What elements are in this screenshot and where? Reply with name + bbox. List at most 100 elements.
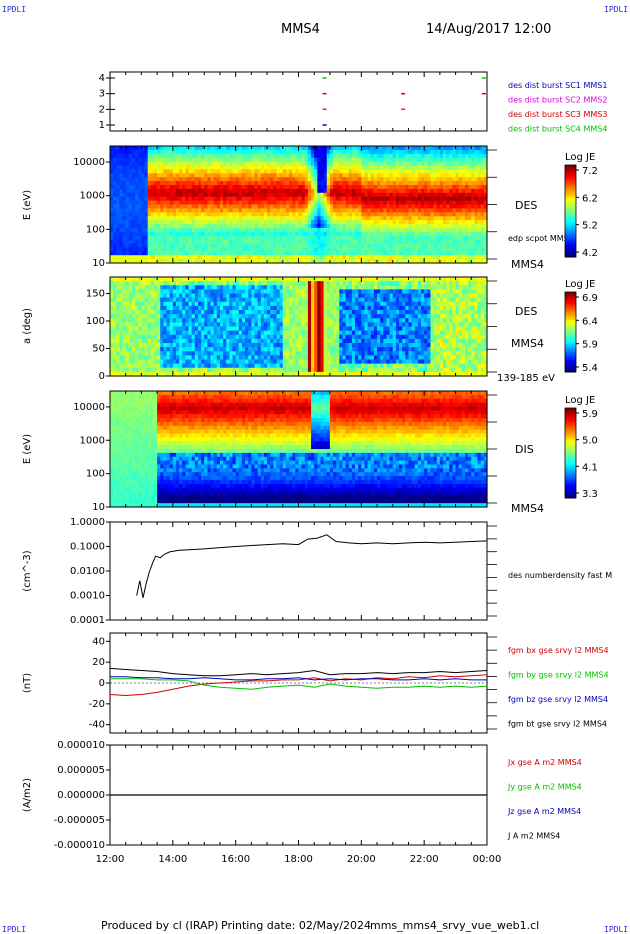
heatmap-cell — [160, 239, 165, 245]
heatmap-cell — [147, 314, 152, 319]
heatmap-cell — [201, 359, 205, 365]
heatmap-cell — [263, 200, 268, 206]
heatmap-cell — [477, 224, 482, 229]
heatmap-cell — [260, 153, 265, 159]
heatmap-cell — [144, 153, 149, 159]
heatmap-cell — [342, 165, 347, 170]
heatmap-cell — [201, 181, 205, 186]
corner-label-bottom-right: IPDLI — [604, 925, 629, 934]
heatmap-cell — [207, 310, 212, 315]
heatmap-cell — [229, 165, 234, 170]
heatmap-cell — [430, 149, 435, 155]
heatmap-cell — [292, 239, 296, 245]
heatmap-cell — [408, 227, 413, 233]
heatmap-cell — [408, 153, 413, 159]
heatmap-cell — [465, 149, 469, 155]
heatmap-cell — [480, 153, 485, 159]
heatmap-cell — [452, 153, 457, 159]
heatmap-cell — [411, 173, 416, 178]
colorbar-cell — [565, 211, 576, 214]
heatmap-cell — [201, 173, 205, 178]
heatmap-cell — [232, 255, 237, 260]
heatmap-cell — [373, 212, 378, 217]
heatmap-cell — [219, 255, 224, 260]
heatmap-cell — [131, 285, 136, 290]
heatmap-cell — [480, 192, 485, 198]
heatmap-cell — [204, 181, 208, 186]
heatmap-cell — [229, 192, 234, 198]
heatmap-cell — [175, 192, 180, 198]
heatmap-cell — [182, 146, 186, 151]
heatmap-cell — [122, 277, 127, 282]
heatmap-cell — [364, 208, 369, 213]
heatmap-cell — [392, 200, 397, 206]
heatmap-cell — [282, 224, 287, 229]
heatmap-cell — [282, 220, 287, 225]
heatmap-cell — [329, 153, 334, 159]
heatmap-cell — [201, 146, 205, 151]
heatmap-cell — [235, 314, 240, 319]
heatmap-cell — [339, 161, 344, 167]
heatmap-cell — [157, 289, 161, 295]
heatmap-cell — [223, 301, 227, 307]
heatmap-cell — [336, 181, 340, 186]
heatmap-cell — [153, 301, 158, 307]
heatmap-cell — [427, 185, 432, 190]
heatmap-cell — [414, 243, 419, 248]
heatmap-cell — [144, 247, 149, 252]
heatmap-cell — [370, 247, 375, 252]
heatmap-cell — [232, 293, 237, 299]
heatmap-cell — [370, 208, 375, 213]
heatmap-cell — [361, 220, 366, 225]
heatmap-cell — [436, 169, 441, 174]
heatmap-cell — [191, 247, 196, 252]
heatmap-cell — [455, 255, 460, 260]
heatmap-cell — [163, 165, 168, 170]
heatmap-cell — [474, 153, 479, 159]
heatmap-cell — [373, 169, 378, 174]
heatmap-cell — [377, 149, 381, 155]
colorbar-cell — [565, 252, 576, 256]
heatmap-cell — [235, 347, 240, 352]
heatmap-cell — [197, 281, 202, 286]
heatmap-cell — [292, 157, 296, 163]
heatmap-cell — [386, 231, 391, 237]
heatmap-cell — [414, 259, 419, 264]
heatmap-cell — [458, 208, 463, 213]
heatmap-cell — [172, 153, 177, 159]
heatmap-cell — [424, 177, 428, 182]
heatmap-cell — [210, 322, 215, 328]
heatmap-cell — [307, 188, 312, 194]
heatmap-cell — [210, 216, 215, 221]
heatmap-cell — [172, 216, 177, 221]
heatmap-cell — [477, 188, 482, 194]
heatmap-cell — [122, 305, 127, 311]
heatmap-cell — [153, 371, 158, 377]
heatmap-cell — [405, 216, 410, 221]
heatmap-cell — [232, 165, 237, 170]
heatmap-cell — [424, 220, 428, 225]
heatmap-cell — [329, 185, 334, 190]
heatmap-cell — [380, 208, 384, 213]
heatmap-cell — [383, 235, 388, 241]
heatmap-cell — [380, 157, 384, 163]
heatmap-cell — [295, 181, 300, 186]
heatmap-cell — [273, 177, 278, 182]
heatmap-cell — [452, 200, 457, 206]
heatmap-cell — [194, 285, 199, 290]
heatmap-cell — [392, 239, 397, 245]
heatmap-cell — [229, 181, 234, 186]
heatmap-cell — [150, 192, 155, 198]
heatmap-cell — [323, 247, 328, 252]
heatmap-cell — [226, 239, 230, 245]
heatmap-cell — [383, 224, 388, 229]
heatmap-cell — [480, 185, 485, 190]
heatmap-cell — [433, 177, 438, 182]
heatmap-cell — [257, 161, 262, 167]
heatmap-cell — [122, 259, 127, 264]
heatmap-cell — [461, 251, 466, 256]
heatmap-cell — [279, 243, 284, 248]
heatmap-cell — [307, 200, 312, 206]
heatmap-cell — [289, 165, 293, 170]
heatmap-cell — [185, 251, 190, 256]
